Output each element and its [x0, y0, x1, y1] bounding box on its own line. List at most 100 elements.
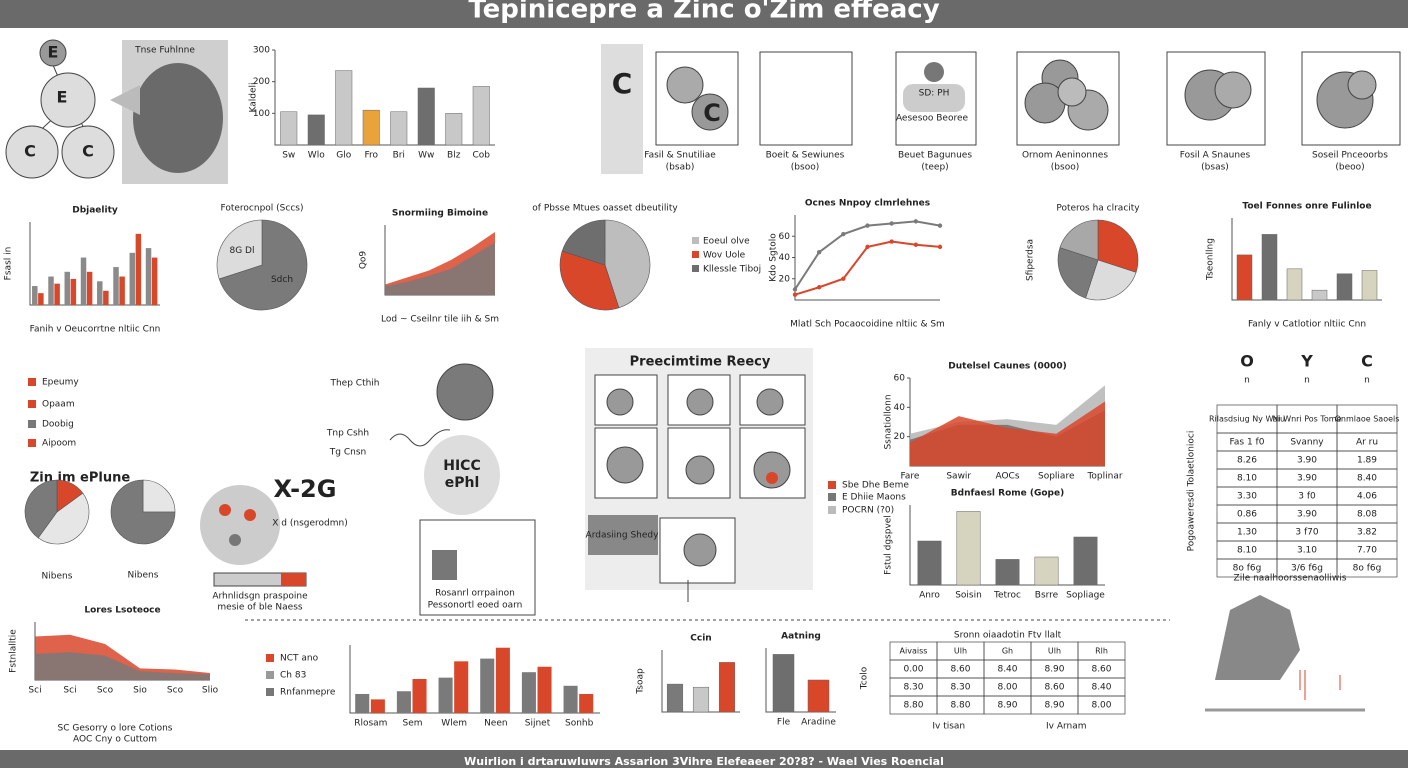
label: Thep Cthih	[329, 379, 379, 389]
bar	[396, 691, 411, 713]
table-header: C	[1361, 352, 1373, 371]
y-axis-label: Kaldeli	[249, 82, 259, 112]
point	[841, 231, 846, 237]
table-cell-text: Rlh	[1095, 647, 1108, 656]
bar	[537, 666, 552, 713]
y-axis-label: Tseonllng	[1206, 238, 1216, 281]
bar	[438, 677, 453, 713]
table-cell-text: Ar ru	[1356, 438, 1378, 448]
table-footer: Iv tisan	[932, 722, 965, 732]
y-axis-label: Qo9	[359, 251, 369, 270]
label: AOC Cny o Cuttom	[73, 735, 157, 745]
label: (bsas)	[1201, 163, 1229, 173]
x-tick-label: Fle	[777, 718, 791, 728]
chart-title: Dutelsel Caunes (0000)	[948, 362, 1066, 372]
table-cell-text: 8.60	[1091, 665, 1111, 675]
x-tick-label: Bri	[393, 151, 405, 161]
pie-slice	[24, 479, 58, 539]
x-tick-label: Fro	[364, 151, 378, 161]
x-tick-label: Sci	[28, 686, 41, 696]
table-cell-text: 8.10	[1237, 546, 1257, 556]
label: Ornom Aeninonnes	[1022, 151, 1108, 161]
bar	[772, 654, 795, 713]
table-cell-text: 8.60	[950, 665, 970, 675]
bar	[563, 685, 578, 713]
x-tick-label: Sem	[402, 719, 422, 729]
chart-title: Ccin	[690, 634, 711, 644]
axis	[661, 650, 740, 713]
bar	[1286, 268, 1303, 301]
bar	[335, 70, 353, 146]
bar	[1311, 289, 1328, 301]
label: C	[24, 142, 36, 161]
label: ePhl	[445, 475, 480, 491]
legend-swatch	[28, 420, 36, 428]
y-tick-label: 60	[779, 232, 791, 242]
y-tick-label: 60	[894, 374, 906, 384]
point	[913, 219, 919, 224]
label: (teep)	[921, 163, 948, 173]
bar	[97, 281, 103, 305]
label: Aipoom	[42, 439, 76, 449]
legend-swatch	[828, 481, 836, 489]
table-cell-text: 3 f70	[1295, 528, 1318, 538]
bar	[64, 271, 71, 305]
label: Nibens	[42, 572, 73, 582]
table-side-label: Pogoaweresdi Tolaetlonioci	[1187, 431, 1197, 552]
axis	[794, 215, 940, 301]
legend-label: Kllessle Tiboj	[703, 265, 761, 275]
legend-swatch	[266, 654, 274, 662]
label: Tg Cnsn	[329, 448, 366, 458]
header-band	[0, 0, 1408, 28]
table-cell-text: 3/6 f6g	[1291, 564, 1323, 574]
slice-label: 8G Dl	[229, 246, 254, 256]
bar	[48, 276, 54, 305]
bar	[445, 113, 463, 146]
pie-slice	[559, 250, 620, 311]
y-axis-label: Sfiperdsa	[1026, 239, 1036, 281]
axis	[349, 645, 600, 714]
label: Rosanrl orrpainon	[435, 589, 515, 599]
bar	[390, 111, 408, 146]
bar	[917, 540, 942, 586]
y-axis-label: Ssnatiollonn	[884, 394, 894, 449]
x-axis-label: Fanly v Catlotior nltiic Cnn	[1248, 320, 1366, 330]
legend-label: Eoeul olve	[703, 237, 750, 247]
x-tick-label: Wlem	[441, 719, 467, 729]
bar	[80, 257, 87, 305]
label: (bsab)	[666, 163, 695, 173]
bar	[1261, 234, 1278, 301]
legend-swatch	[28, 378, 36, 386]
x-tick-label: Sonhb	[565, 719, 594, 729]
legend-swatch	[828, 493, 836, 501]
label: Fasil & Snutiliae	[644, 151, 716, 161]
y-axis-label: Tsoap	[636, 668, 646, 695]
y-tick-label: 20	[779, 274, 791, 284]
bar	[480, 658, 495, 713]
table-cell-text: 3 f0	[1298, 492, 1316, 502]
table-header: Y	[1300, 352, 1313, 371]
chart-title: Dbjaelity	[72, 206, 118, 216]
point	[816, 249, 822, 255]
chart-title: Ocnes Nnpoy clmrlehnes	[805, 199, 930, 209]
table-cell-text: 8o f6g	[1233, 564, 1262, 574]
point	[913, 242, 919, 247]
label: NCT ano	[280, 654, 319, 664]
table-cell-text: 0.00	[903, 665, 923, 675]
label: Fosil A Snaunes	[1180, 151, 1251, 161]
legend-swatch	[28, 439, 36, 447]
table-footer: Iv Arnam	[1046, 722, 1087, 732]
y-tick-label: 300	[253, 46, 270, 56]
point	[865, 244, 870, 250]
x-tick-label: Sijnet	[525, 719, 551, 729]
y-axis-label: Fstnlalltie	[9, 629, 19, 673]
pie-slice	[604, 219, 651, 309]
bar	[1336, 273, 1353, 301]
legend-swatch	[692, 251, 699, 258]
table-cell-text: Ulh	[954, 647, 967, 656]
label: HICC	[443, 458, 480, 474]
chart-title: Bdnfaesl Rome (Gope)	[951, 489, 1064, 499]
label: X-2G	[274, 475, 337, 503]
table-title: Sronn oiaadotin Ftv llalt	[954, 631, 1062, 641]
